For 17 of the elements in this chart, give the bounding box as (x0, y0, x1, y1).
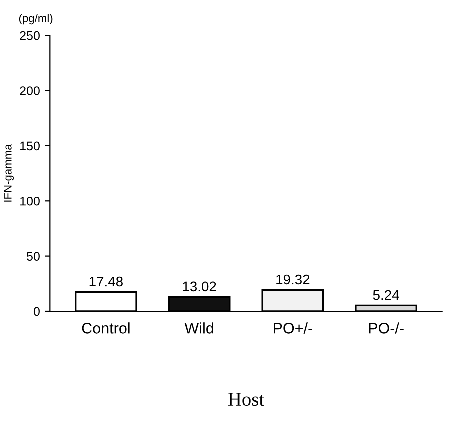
y-axis-title: IFN-gamma (4, 144, 14, 202)
x-tick-label: PO-/- (369, 322, 404, 334)
data-label: 19.32 (276, 274, 310, 285)
data-label: 5.24 (373, 290, 400, 300)
data-label: 13.02 (183, 282, 216, 292)
x-axis-title: Host (228, 393, 264, 406)
x-tick-label: PO+/- (274, 322, 312, 334)
y-tick-label: 200 (20, 86, 40, 96)
y-tick-label: 50 (27, 252, 40, 261)
x-tick-label: Wild (184, 322, 214, 334)
data-label: 17.48 (90, 276, 123, 287)
y-tick-label: 0 (34, 307, 40, 316)
y-tick-label: 250 (20, 31, 40, 40)
x-tick-label: Control (82, 322, 130, 334)
text: (pg/ml) (19, 14, 53, 25)
y-tick-label: 100 (20, 196, 40, 206)
y-tick-label: 150 (20, 142, 40, 151)
